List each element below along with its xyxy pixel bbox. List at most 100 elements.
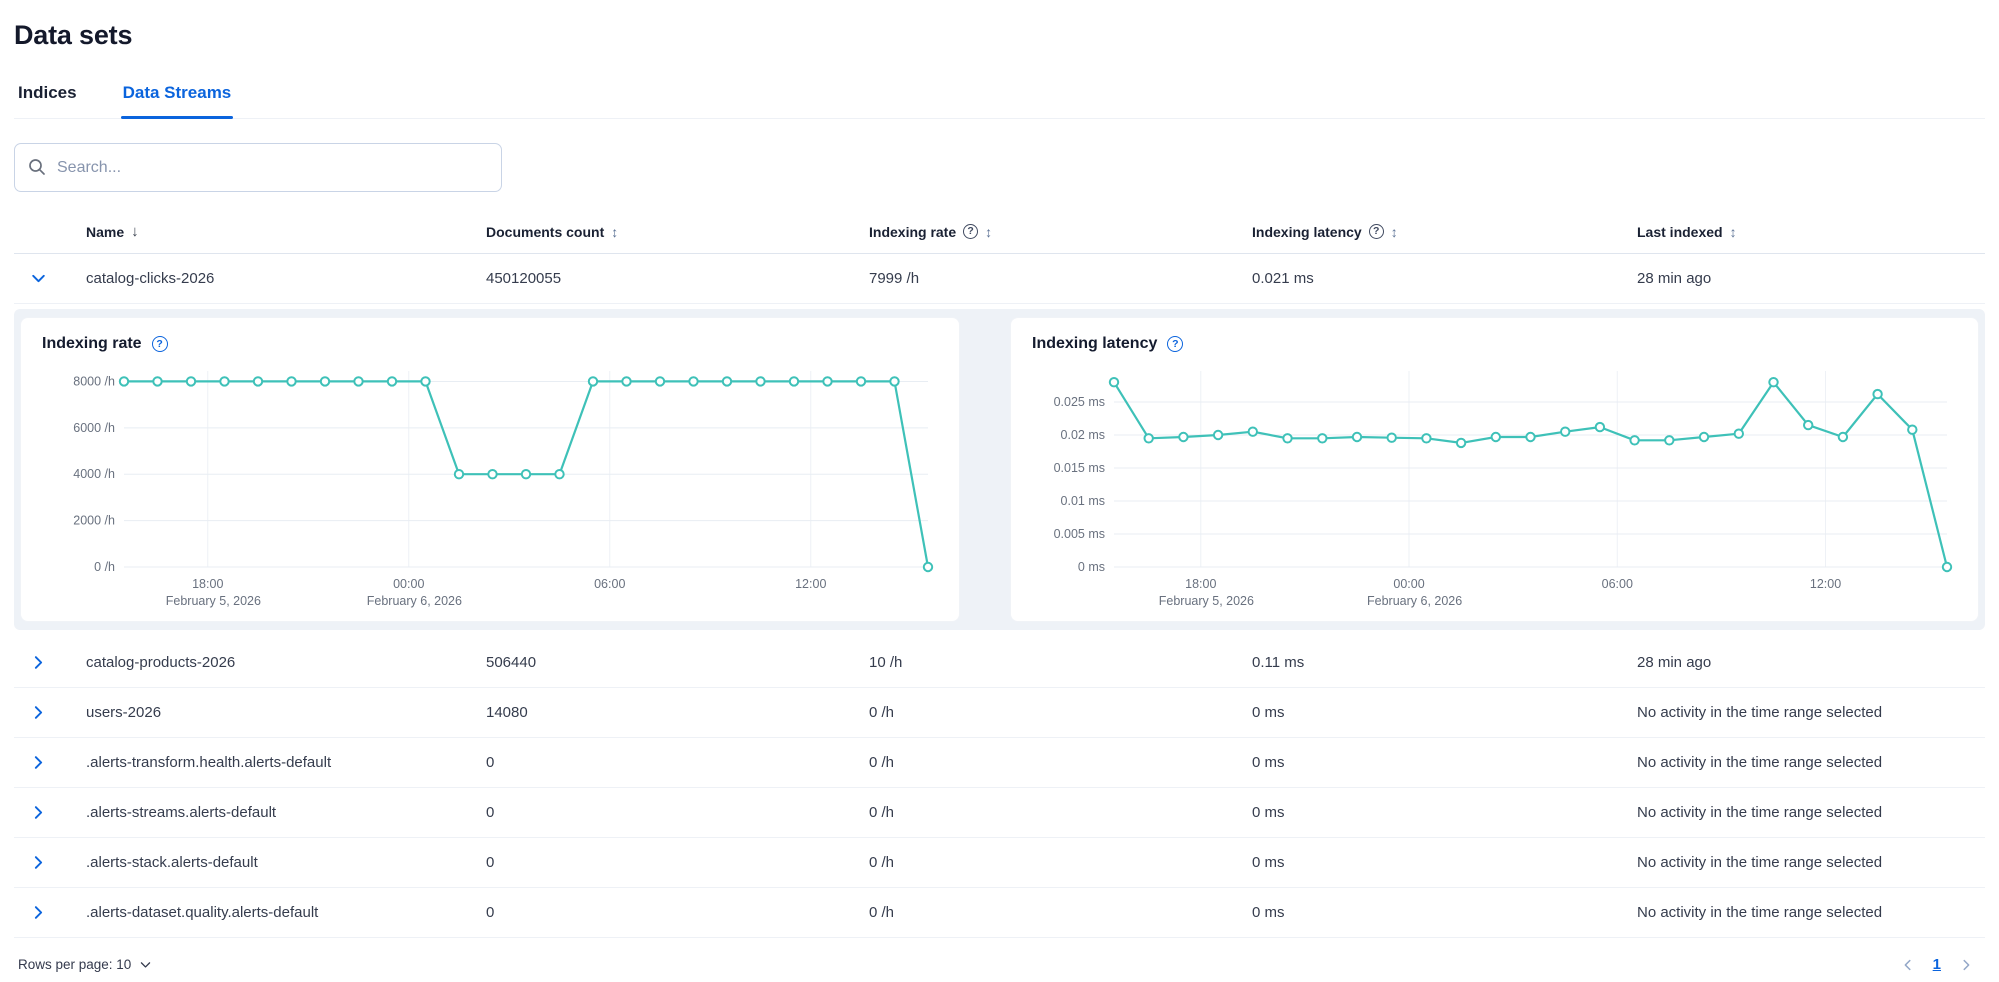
chart-title: Indexing rate [42, 335, 142, 352]
table-row: .alerts-streams.alerts-default 0 0 /h 0 … [14, 788, 1985, 838]
indexing-rate-cell: 10 /h [869, 654, 903, 671]
column-header-label: Documents count [486, 223, 605, 240]
datastream-name-cell: users-2026 [86, 704, 162, 721]
svg-text:18:00: 18:00 [1185, 577, 1216, 591]
last-indexed-cell: 28 min ago [1637, 270, 1712, 287]
indexing-rate-panel: Indexing rate ? 0 /h 2000 /h 4000 /h 6000 /… [21, 318, 959, 621]
table-body: catalog-clicks-2026 450120055 7999 /h 0.… [14, 254, 1985, 938]
indexing-latency-chart: 0 ms 0.005 ms 0.01 ms 0.015 ms 0.02 ms 0.025 … [1054, 371, 1953, 608]
indexing-latency-cell: 0 ms [1252, 754, 1285, 771]
sort-icon: ↕ [1390, 223, 1398, 240]
column-header[interactable]: Last indexed ↕ [1623, 224, 1985, 240]
svg-text:8000 /h: 8000 /h [73, 374, 115, 388]
column-header-label: Last indexed [1637, 223, 1723, 240]
datastream-name-cell: catalog-products-2026 [86, 654, 236, 671]
svg-text:18:00: 18:00 [192, 577, 223, 591]
tab-data-streams[interactable]: Data Streams [120, 83, 234, 119]
indexing-rate-cell: 0 /h [869, 704, 895, 721]
pagination: 1 [1901, 956, 1973, 973]
help-icon[interactable]: ? [151, 336, 168, 352]
table-footer: Rows per page: 10 1 [14, 956, 1985, 973]
column-header[interactable]: Indexing rate ? ↕ [855, 224, 1238, 240]
indexing-latency-cell: 0.11 ms [1252, 654, 1305, 671]
indexing-latency-cell: 0 ms [1252, 904, 1285, 921]
indexing-rate-cell: 7999 /h [869, 270, 920, 287]
svg-text:0.025 ms: 0.025 ms [1054, 395, 1105, 409]
expand-row-button[interactable] [26, 901, 50, 925]
svg-text:February 5, 2026: February 5, 2026 [166, 594, 261, 608]
documents-count-cell: 0 [486, 904, 495, 921]
svg-text:0.015 ms: 0.015 ms [1054, 461, 1105, 475]
page-1-button[interactable]: 1 [1932, 956, 1941, 973]
last-indexed-cell: No activity in the time range selected [1637, 704, 1883, 721]
chart-title: Indexing latency [1032, 335, 1158, 352]
table-row: catalog-products-2026 506440 10 /h 0.11 … [14, 638, 1985, 688]
search-input[interactable] [14, 143, 502, 192]
indexing-latency-cell: 0 ms [1252, 704, 1285, 721]
datastream-name-cell: .alerts-streams.alerts-default [86, 804, 277, 821]
indexing-rate-cell: 0 /h [869, 754, 895, 771]
svg-text:0 /h: 0 /h [94, 560, 115, 574]
table-row: .alerts-transform.health.alerts-default … [14, 738, 1985, 788]
sort-icon: ↕ [611, 223, 619, 240]
chevron-right-icon [34, 906, 42, 919]
svg-text:12:00: 12:00 [795, 577, 826, 591]
svg-text:February 6, 2026: February 6, 2026 [367, 594, 462, 608]
svg-text:06:00: 06:00 [1602, 577, 1633, 591]
expand-row-button[interactable] [26, 751, 50, 775]
table-row: users-2026 14080 0 /h 0 ms No activity i… [14, 688, 1985, 738]
last-indexed-cell: No activity in the time range selected [1637, 854, 1883, 871]
expand-row-button[interactable] [26, 267, 50, 291]
svg-text:0.005 ms: 0.005 ms [1054, 527, 1105, 541]
column-header-label: Indexing latency [1252, 223, 1362, 240]
column-help-icon[interactable]: ? [963, 224, 979, 239]
table-header-row: Name ↓ Documents count ↕ Indexing rate ?… [14, 210, 1985, 254]
indexing-rate-cell: 0 /h [869, 804, 895, 821]
expand-row-button[interactable] [26, 701, 50, 725]
table-row: .alerts-dataset.quality.alerts-default 0… [14, 888, 1985, 938]
expand-row-button[interactable] [26, 651, 50, 675]
sort-icon: ↕ [985, 223, 993, 240]
chevron-right-icon [34, 756, 42, 769]
data-streams-table: Name ↓ Documents count ↕ Indexing rate ?… [14, 210, 1985, 938]
sort-icon: ↓ [131, 223, 139, 240]
indexing-latency-cell: 0 ms [1252, 854, 1285, 871]
rows-per-page-button[interactable]: Rows per page: 10 [18, 957, 152, 972]
indexing-latency-panel: Indexing latency ? 0 ms 0.005 ms 0.01 ms 0.… [1011, 318, 1978, 621]
table-row: catalog-clicks-2026 450120055 7999 /h 0.… [14, 254, 1985, 304]
tab-indices[interactable]: Indices [16, 83, 79, 118]
documents-count-cell: 0 [486, 854, 495, 871]
column-header[interactable]: Name ↓ [72, 224, 472, 240]
column-help-icon[interactable]: ? [1368, 224, 1384, 239]
help-icon[interactable]: ? [1167, 336, 1184, 352]
prev-page-button[interactable] [1901, 958, 1915, 972]
column-header[interactable]: Documents count ↕ [472, 224, 855, 240]
svg-text:0.01 ms: 0.01 ms [1061, 494, 1105, 508]
svg-text:0 ms: 0 ms [1078, 560, 1105, 574]
expand-row-button[interactable] [26, 851, 50, 875]
indexing-rate-chart: 0 /h 2000 /h 4000 /h 6000 /h 8000 /h 18:00 Feb… [73, 371, 934, 608]
table-row: .alerts-stack.alerts-default 0 0 /h 0 ms… [14, 838, 1985, 888]
chevron-right-icon [34, 806, 42, 819]
indexing-rate-cell: 0 /h [869, 904, 895, 921]
expand-row-button[interactable] [26, 801, 50, 825]
next-page-button[interactable] [1959, 958, 1973, 972]
search-bar [14, 143, 502, 192]
chevron-right-icon [31, 274, 45, 283]
column-header-label: Indexing rate [869, 223, 957, 240]
chevron-right-icon [34, 706, 42, 719]
chevron-right-icon [34, 856, 42, 869]
datastream-name-cell: .alerts-dataset.quality.alerts-default [86, 904, 319, 921]
last-indexed-cell: No activity in the time range selected [1637, 904, 1883, 921]
last-indexed-cell: No activity in the time range selected [1637, 754, 1883, 771]
svg-text:00:00: 00:00 [393, 577, 424, 591]
documents-count-cell: 0 [486, 804, 495, 821]
documents-count-cell: 506440 [486, 654, 537, 671]
chevron-right-icon [34, 656, 42, 669]
last-indexed-cell: 28 min ago [1637, 654, 1712, 671]
indexing-latency-cell: 0 ms [1252, 804, 1285, 821]
column-header[interactable]: Indexing latency ? ↕ [1238, 224, 1623, 240]
svg-text:12:00: 12:00 [1810, 577, 1841, 591]
svg-text:2000 /h: 2000 /h [73, 514, 115, 528]
